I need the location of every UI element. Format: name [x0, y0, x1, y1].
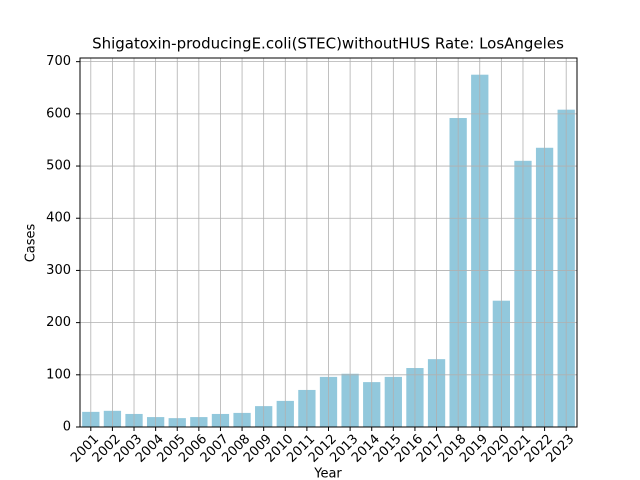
y-tick-label: 400 — [46, 211, 71, 226]
y-tick-label: 700 — [46, 54, 71, 69]
y-tick-label: 600 — [46, 106, 71, 121]
y-tick-label: 300 — [46, 263, 71, 278]
y-tick-label: 200 — [46, 315, 71, 330]
y-tick-label: 0 — [63, 420, 71, 435]
chart-title: Shigatoxin-producingE.coli(STEC)withoutH… — [92, 35, 564, 53]
plot-frame — [79, 57, 578, 428]
y-tick-label: 100 — [46, 367, 71, 382]
y-axis-label: Cases — [24, 223, 39, 262]
y-tick-label: 500 — [46, 159, 71, 174]
x-axis-label: Year — [313, 467, 342, 480]
